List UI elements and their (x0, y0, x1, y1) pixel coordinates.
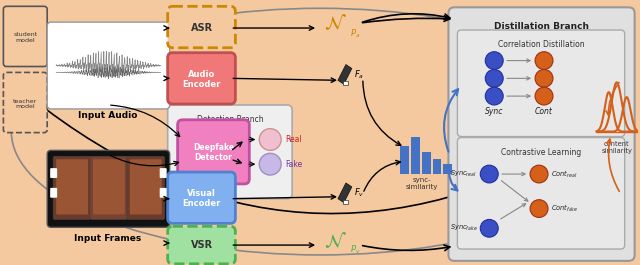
Text: Detection Branch: Detection Branch (197, 115, 264, 124)
Text: $\mathcal{N}$: $\mathcal{N}$ (324, 13, 346, 33)
FancyBboxPatch shape (127, 156, 164, 219)
FancyBboxPatch shape (93, 159, 125, 214)
Polygon shape (338, 65, 352, 84)
Ellipse shape (530, 200, 548, 218)
FancyBboxPatch shape (168, 53, 236, 104)
Ellipse shape (530, 165, 548, 183)
Text: Sync: Sync (485, 107, 504, 116)
Text: ASR: ASR (191, 23, 212, 33)
Text: $Cont_{fake}$: $Cont_{fake}$ (551, 203, 579, 214)
FancyBboxPatch shape (458, 138, 625, 249)
Text: $Sync_{real}$: $Sync_{real}$ (451, 169, 477, 179)
Text: Contrastive Learning: Contrastive Learning (501, 148, 581, 157)
Ellipse shape (535, 87, 553, 105)
Bar (422, 152, 431, 174)
Text: Input Frames: Input Frames (74, 234, 141, 243)
Text: teacher
model: teacher model (13, 99, 37, 109)
FancyBboxPatch shape (130, 159, 162, 214)
FancyBboxPatch shape (168, 6, 236, 48)
Text: Correlation Distillation: Correlation Distillation (498, 40, 584, 49)
Bar (411, 136, 420, 174)
Text: sync-
similarity: sync- similarity (405, 177, 438, 191)
Text: $P_v$: $P_v$ (350, 244, 360, 256)
Bar (444, 164, 452, 174)
Text: $F_a$: $F_a$ (354, 68, 364, 81)
Text: Fake: Fake (285, 160, 303, 169)
FancyBboxPatch shape (458, 30, 625, 136)
Ellipse shape (480, 165, 498, 183)
Ellipse shape (535, 69, 553, 87)
Text: Deepfake
Detector: Deepfake Detector (193, 143, 234, 162)
Ellipse shape (480, 219, 498, 237)
FancyBboxPatch shape (160, 168, 166, 178)
FancyBboxPatch shape (53, 156, 91, 219)
Text: Real: Real (285, 135, 302, 144)
FancyBboxPatch shape (50, 168, 57, 178)
Ellipse shape (259, 129, 281, 150)
Text: $Cont_{real}$: $Cont_{real}$ (551, 169, 577, 180)
FancyBboxPatch shape (50, 188, 57, 198)
FancyBboxPatch shape (168, 226, 236, 264)
Text: $F_v$: $F_v$ (354, 187, 364, 199)
Text: Visual
Encoder: Visual Encoder (182, 189, 221, 208)
Text: student
model: student model (13, 33, 37, 43)
FancyBboxPatch shape (90, 156, 128, 219)
Bar (433, 159, 442, 174)
Ellipse shape (12, 8, 628, 255)
FancyBboxPatch shape (3, 6, 47, 67)
Text: Input Audio: Input Audio (78, 111, 138, 120)
FancyBboxPatch shape (160, 188, 166, 198)
Polygon shape (338, 183, 352, 203)
FancyBboxPatch shape (56, 159, 88, 214)
Text: Audio
Encoder: Audio Encoder (182, 70, 221, 89)
Ellipse shape (485, 87, 503, 105)
FancyBboxPatch shape (343, 200, 348, 204)
Text: VSR: VSR (191, 240, 212, 250)
Text: $P_a$: $P_a$ (350, 28, 360, 40)
Bar (399, 147, 408, 174)
FancyBboxPatch shape (168, 105, 292, 199)
Text: Cont: Cont (535, 107, 553, 116)
FancyBboxPatch shape (178, 120, 250, 184)
Text: content
similarity: content similarity (601, 141, 632, 154)
Ellipse shape (259, 153, 281, 175)
Ellipse shape (535, 52, 553, 69)
Text: $\mathcal{N}$: $\mathcal{N}$ (324, 231, 346, 251)
FancyBboxPatch shape (47, 22, 170, 109)
FancyBboxPatch shape (47, 150, 170, 227)
FancyBboxPatch shape (168, 172, 236, 223)
Ellipse shape (485, 52, 503, 69)
Text: Distillation Branch: Distillation Branch (493, 21, 589, 30)
Text: $Sync_{fake}$: $Sync_{fake}$ (449, 223, 477, 233)
FancyBboxPatch shape (3, 72, 47, 132)
FancyBboxPatch shape (449, 7, 635, 261)
Ellipse shape (485, 69, 503, 87)
FancyBboxPatch shape (343, 81, 348, 85)
